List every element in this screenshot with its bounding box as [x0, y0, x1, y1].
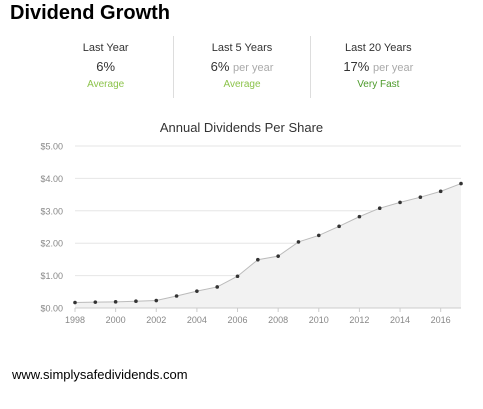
stat-value: 6%	[96, 59, 116, 74]
data-point	[174, 294, 179, 298]
stat-value-row: 6% per year	[174, 59, 309, 74]
data-point	[195, 289, 199, 293]
series-line	[74, 183, 462, 303]
stat-label: Last 5 Years	[211, 42, 273, 54]
data-point	[73, 300, 77, 305]
y-tick-label: $4.00	[40, 174, 63, 184]
data-point	[357, 214, 362, 219]
data-point	[438, 189, 443, 194]
page-title: Dividend Growth	[10, 2, 170, 24]
data-point	[256, 257, 260, 262]
stat-value: 6%	[210, 59, 230, 74]
stat-unit: per year	[233, 62, 274, 74]
stats-panel: Last Year 6% Average Last 5 Years 6% per…	[38, 36, 446, 98]
data-point	[154, 298, 159, 303]
y-tick-label: $2.00	[40, 239, 63, 249]
x-tick-label: 1998	[65, 315, 85, 325]
x-tick-label: 2016	[431, 315, 451, 325]
chart-title: Annual Dividends Per Share	[159, 120, 324, 135]
x-tick-label: 2004	[187, 315, 207, 325]
data-point	[113, 300, 118, 304]
x-tick-label: 2014	[390, 315, 410, 325]
x-tick-label: 2000	[106, 315, 126, 325]
data-point	[398, 200, 402, 205]
stat-rating: Very Fast	[357, 79, 400, 90]
data-point	[418, 195, 423, 199]
stat-last-5-years: Last 5 Years 6% per year Average	[173, 36, 309, 98]
stat-last-20-years: Last 20 Years 17% per year Very Fast	[309, 36, 446, 98]
y-tick-label: $3.00	[40, 206, 63, 216]
x-tick-label: 2010	[309, 315, 329, 325]
data-point	[296, 240, 301, 244]
area-fill	[75, 183, 461, 308]
x-tick-label: 2008	[268, 315, 288, 325]
data-point	[337, 224, 341, 229]
stat-unit: per year	[372, 62, 414, 74]
stat-label: Last Year	[82, 42, 129, 54]
data-point	[134, 299, 138, 303]
data-point	[235, 274, 240, 279]
data-point	[377, 206, 382, 211]
website-url: www.simplysafedividends.com	[12, 367, 188, 382]
data-point	[93, 300, 98, 304]
data-point	[276, 254, 280, 258]
data-point	[316, 233, 321, 238]
stat-rating: Average	[223, 79, 261, 90]
x-tick-label: 2006	[228, 315, 248, 325]
stat-last-year: Last Year 6% Average	[38, 36, 173, 98]
stat-value: 17%	[343, 59, 370, 74]
data-point	[215, 285, 220, 289]
x-tick-label: 2002	[146, 315, 166, 325]
y-tick-label: $1.00	[40, 271, 63, 281]
y-tick-label: $5.00	[40, 142, 63, 152]
stat-label: Last 20 Years	[344, 42, 412, 54]
stat-value-row: 17% per year	[311, 59, 446, 74]
stat-rating: Average	[87, 79, 125, 90]
x-tick-label: 2012	[349, 315, 369, 325]
y-tick-label: $0.00	[40, 304, 63, 314]
stat-value-row: 6%	[38, 59, 173, 74]
data-point	[459, 181, 463, 186]
